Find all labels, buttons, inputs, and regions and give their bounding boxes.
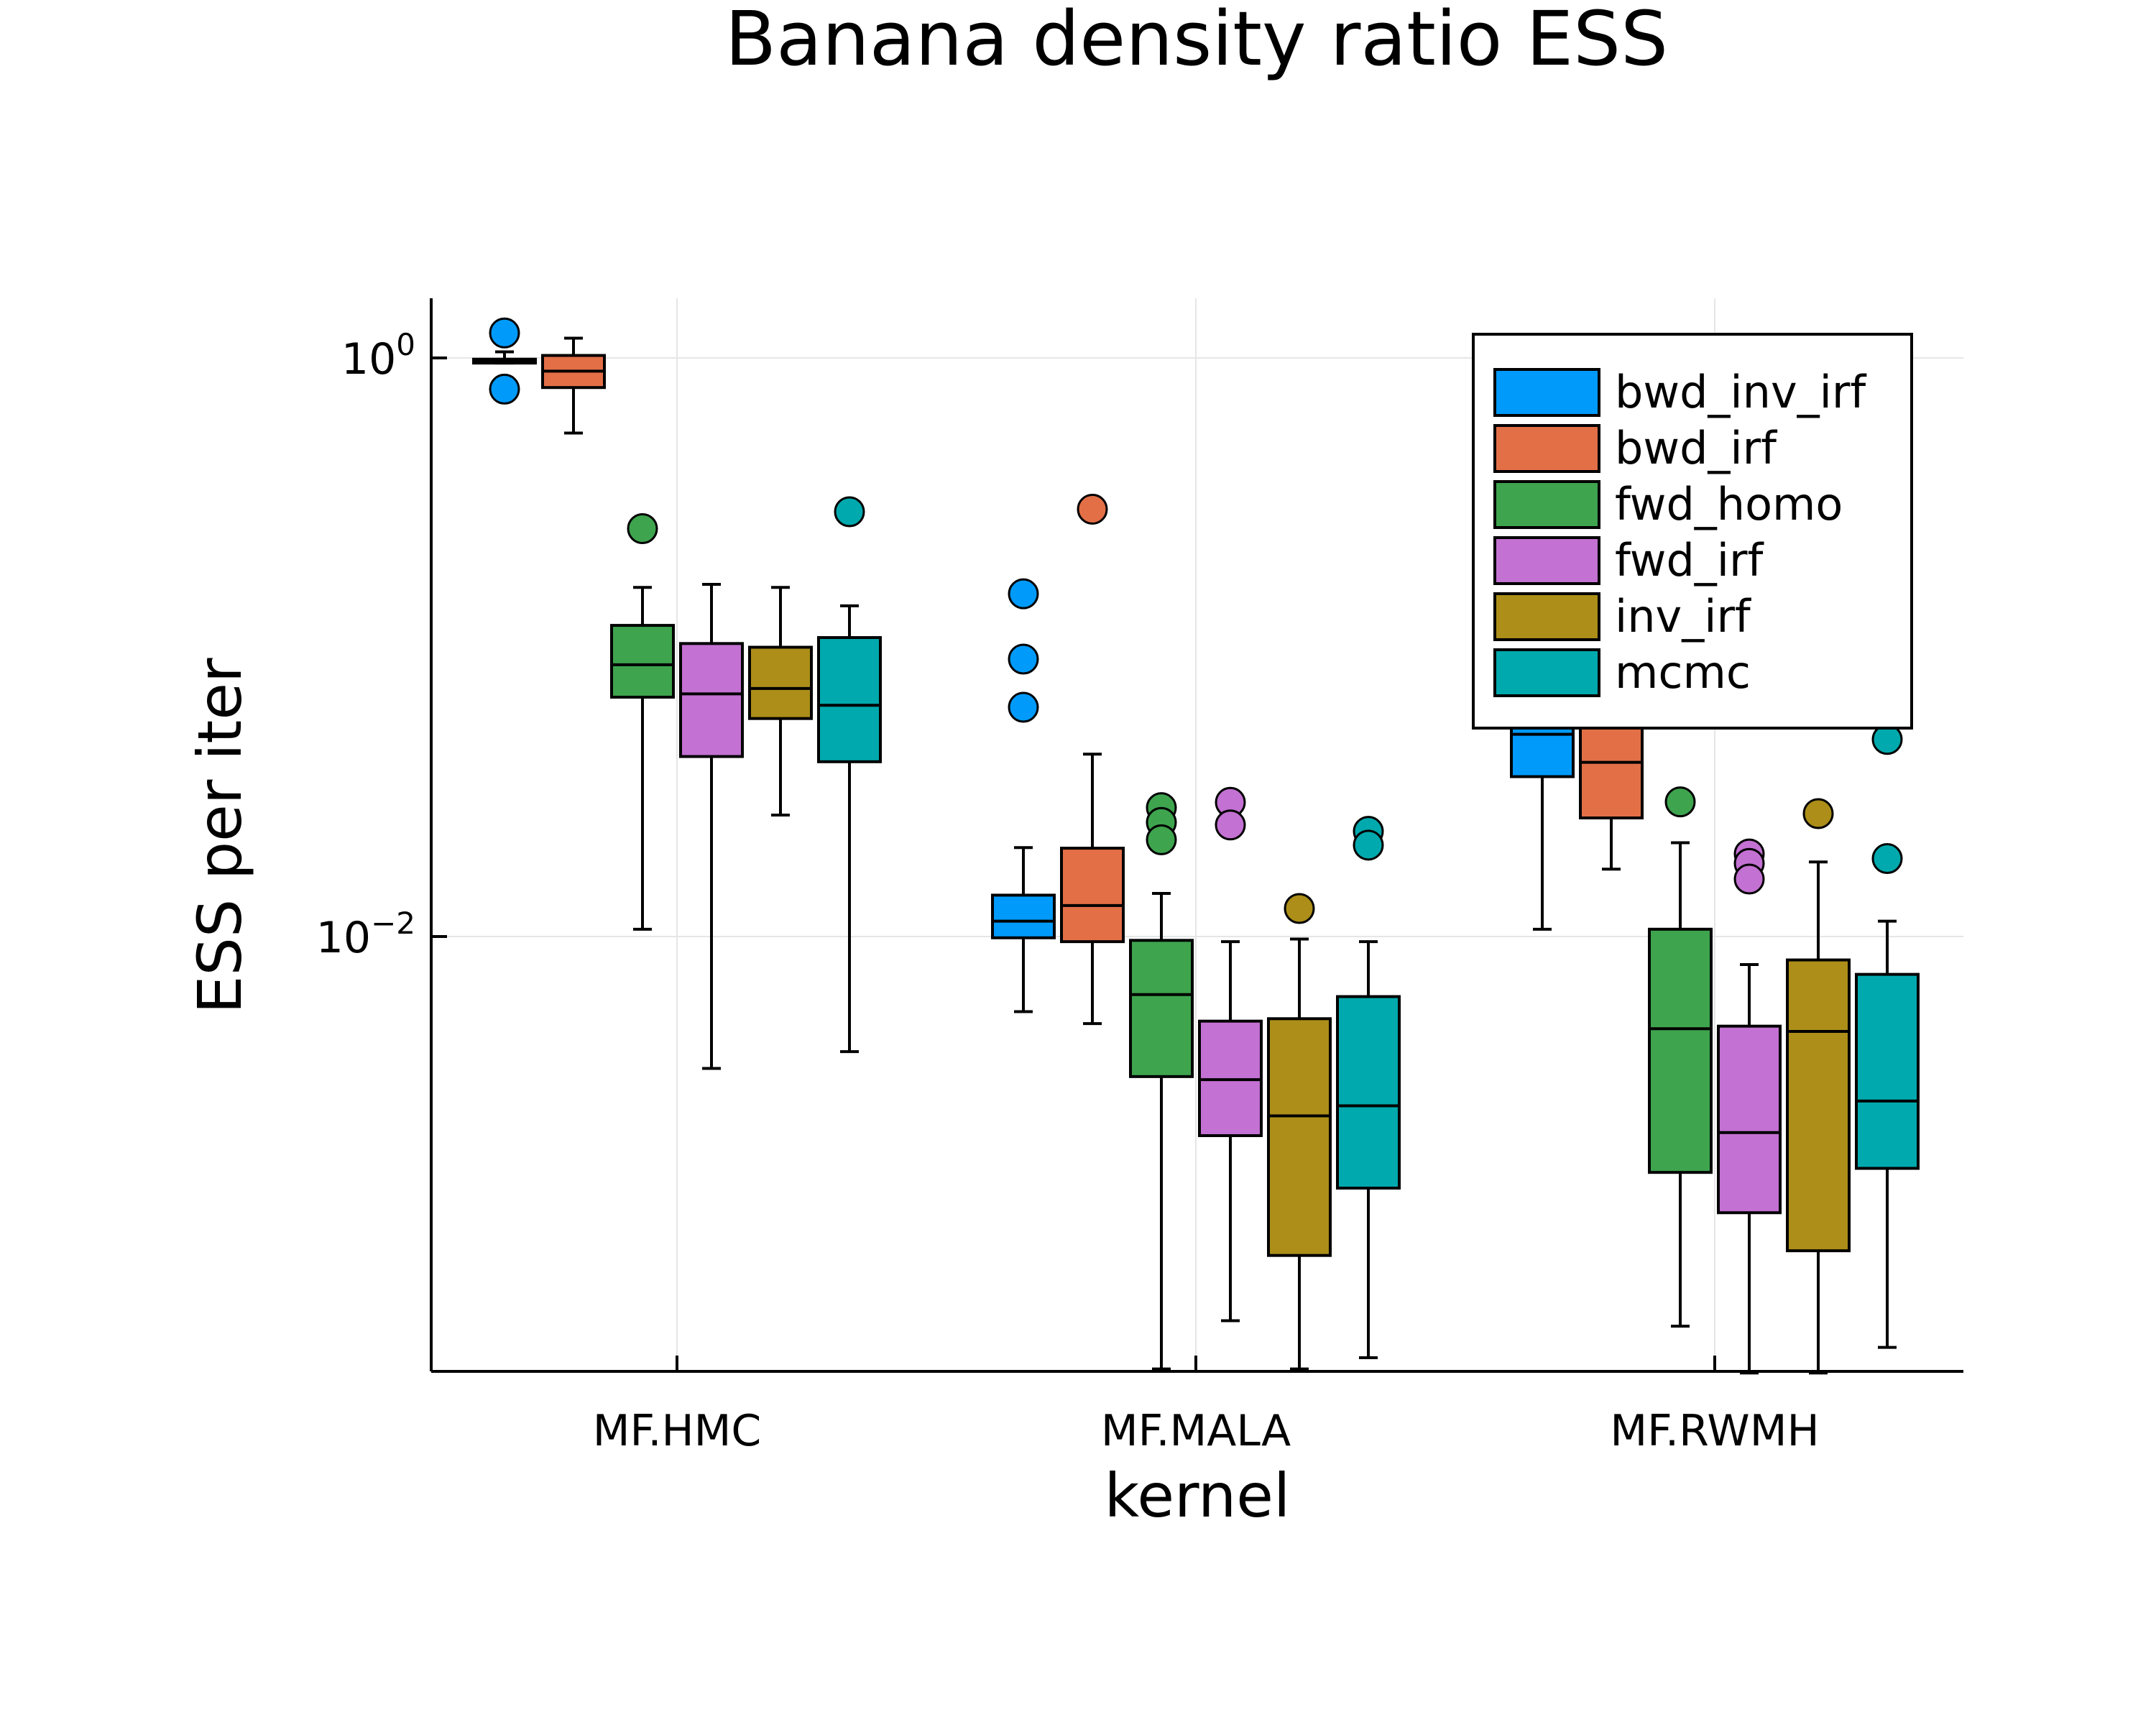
box-fwd_irf-MF.HMC xyxy=(679,582,744,1070)
outlier-point xyxy=(489,373,520,405)
box-iqr xyxy=(817,636,882,763)
box-iqr xyxy=(610,624,675,699)
outlier-point xyxy=(1215,809,1246,841)
x-tick-label: MF.MALA xyxy=(1101,1406,1291,1456)
box-iqr xyxy=(748,645,813,720)
outlier-point xyxy=(1008,643,1039,675)
box-iqr xyxy=(991,893,1056,939)
legend-label: bwd_inv_irf xyxy=(1615,366,1867,418)
legend-swatch xyxy=(1493,536,1600,585)
outlier-point xyxy=(834,496,865,528)
box-fwd_irf-MF.MALA xyxy=(1198,786,1263,1322)
box-bwd_irf-MF.MALA xyxy=(1060,493,1125,1026)
box-mcmc-MF.MALA xyxy=(1336,816,1401,1360)
chart-title: Banana density ratio ESS xyxy=(725,0,1668,83)
box-iqr xyxy=(1786,958,1851,1253)
legend-label: mcmc xyxy=(1615,646,1751,699)
x-axis-label: kernel xyxy=(1105,1460,1291,1531)
legend-swatch xyxy=(1493,424,1600,473)
box-iqr xyxy=(1336,995,1401,1190)
legend-swatch xyxy=(1493,368,1600,417)
outlier-point xyxy=(1664,786,1696,818)
box-bwd_irf-MF.HMC xyxy=(541,336,606,435)
box-inv_irf-MF.HMC xyxy=(748,586,813,816)
legend-label: inv_irf xyxy=(1615,590,1752,643)
box-iqr xyxy=(1060,847,1125,944)
box-fwd_homo-MF.MALA xyxy=(1129,792,1194,1371)
legend-swatch xyxy=(1493,592,1600,641)
box-iqr xyxy=(1717,1024,1782,1215)
y-tick-label: 100 xyxy=(341,327,415,385)
outlier-point xyxy=(1008,578,1039,610)
box-bwd_inv_irf-MF.HMC xyxy=(472,317,537,405)
box-iqr xyxy=(1855,972,1920,1170)
box-mcmc-MF.HMC xyxy=(817,496,882,1054)
legend-label: fwd_irf xyxy=(1615,534,1765,586)
legend-swatch xyxy=(1493,648,1600,697)
legend-swatch xyxy=(1493,480,1600,529)
box-iqr xyxy=(1267,1017,1332,1257)
box-iqr xyxy=(679,642,744,758)
box-iqr xyxy=(1579,721,1644,820)
plot-area xyxy=(472,317,1920,1375)
y-tick-label: 10−2 xyxy=(316,906,415,963)
outlier-point xyxy=(489,317,520,349)
outlier-point xyxy=(627,513,658,545)
box-bwd_irf-MF.RWMH xyxy=(1579,690,1644,871)
box-fwd_irf-MF.RWMH xyxy=(1717,838,1782,1375)
outlier-point xyxy=(1871,843,1903,875)
y-ticks: 100 10−2 xyxy=(316,327,447,963)
box-inv_irf-MF.MALA xyxy=(1267,893,1332,1371)
box-iqr xyxy=(1648,927,1713,1174)
y-axis-label: ESS per iter xyxy=(185,658,255,1014)
box-iqr xyxy=(1129,939,1194,1078)
outlier-point xyxy=(1733,863,1765,895)
x-ticks: MF.HMC MF.MALA MF.RWMH xyxy=(593,1356,1820,1456)
box-inv_irf-MF.RWMH xyxy=(1786,798,1851,1375)
box-fwd_homo-MF.RWMH xyxy=(1648,786,1713,1328)
box-mcmc-MF.RWMH xyxy=(1855,724,1920,1349)
legend-label: bwd_irf xyxy=(1615,422,1778,474)
outlier-point xyxy=(1008,691,1039,723)
box-fwd_homo-MF.HMC xyxy=(610,513,675,931)
outlier-point xyxy=(1077,493,1108,525)
box-bwd_inv_irf-MF.MALA xyxy=(991,578,1056,1013)
x-tick-label: MF.RWMH xyxy=(1610,1406,1819,1456)
x-tick-label: MF.HMC xyxy=(593,1406,762,1456)
outlier-point xyxy=(1146,824,1177,855)
outlier-point xyxy=(1802,798,1834,829)
legend-label: fwd_homo xyxy=(1615,478,1843,530)
outlier-point xyxy=(1353,829,1384,861)
outlier-point xyxy=(1284,893,1315,924)
legend: bwd_inv_irfbwd_irffwd_homofwd_irfinv_irf… xyxy=(1472,333,1913,730)
